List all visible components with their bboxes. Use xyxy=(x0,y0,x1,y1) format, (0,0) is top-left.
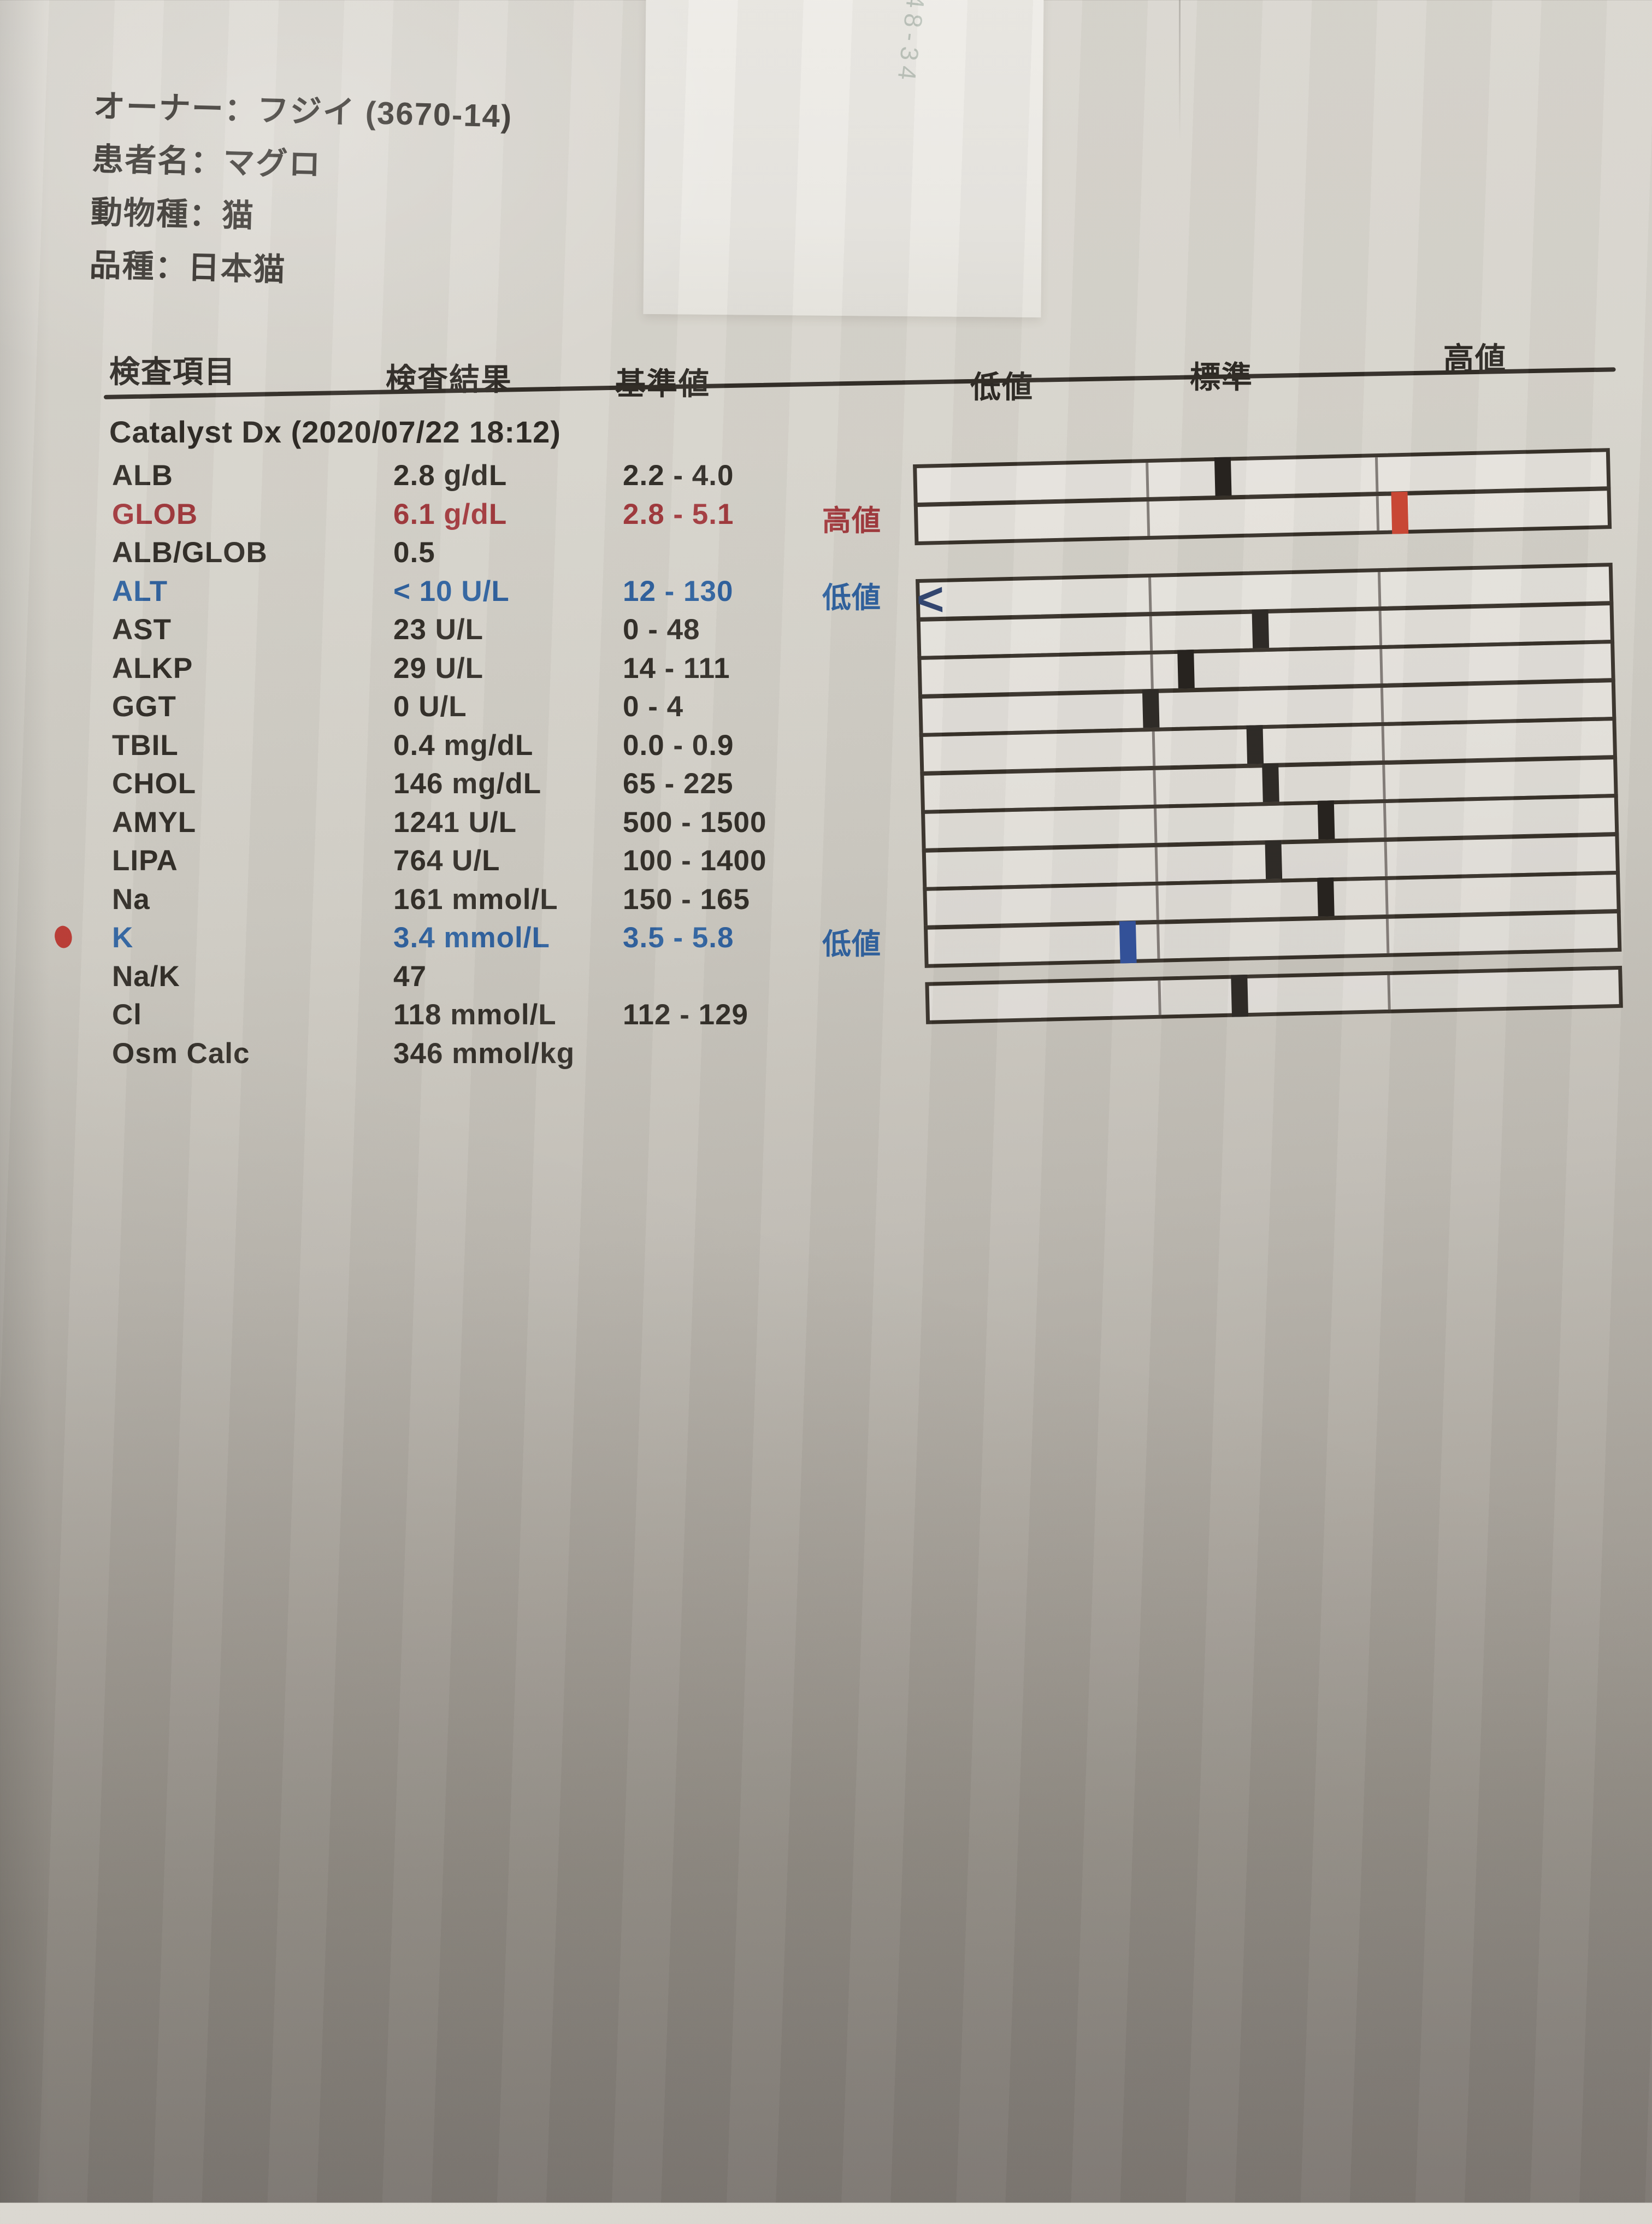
test-name: ALB/GLOB xyxy=(112,536,268,569)
reference-range: 2.8 - 5.1 xyxy=(623,498,734,530)
range-zone-divider xyxy=(1375,457,1379,492)
test-name: LIPA xyxy=(112,845,178,877)
test-name: AST xyxy=(112,613,172,646)
range-zone-divider xyxy=(1381,725,1385,761)
reference-range: 100 - 1400 xyxy=(623,845,767,877)
range-bar xyxy=(925,965,1623,1024)
range-zone-divider xyxy=(1385,880,1389,915)
test-result: 0.4 mg/dL xyxy=(393,729,534,762)
result-marker xyxy=(1317,800,1335,843)
result-marker xyxy=(1177,650,1195,692)
test-result: < 10 U/L xyxy=(393,575,510,607)
reference-range: 0 - 4 xyxy=(623,691,684,723)
range-zone-divider xyxy=(1382,764,1386,799)
test-result: 3.4 mmol/L xyxy=(393,922,550,954)
reference-range: 150 - 165 xyxy=(623,883,750,916)
range-zone-divider xyxy=(1378,572,1382,607)
reference-range: 3.5 - 5.8 xyxy=(623,922,734,954)
reference-range: 2.2 - 4.0 xyxy=(623,459,734,492)
range-zone-divider xyxy=(1376,495,1380,530)
range-zone-divider xyxy=(1149,616,1153,651)
range-zone-divider xyxy=(1155,885,1159,920)
reference-range: 500 - 1500 xyxy=(623,806,767,839)
range-zone-divider xyxy=(1158,980,1161,1015)
result-marker xyxy=(1119,921,1137,963)
range-zone-divider xyxy=(1387,975,1391,1010)
test-result: 1241 U/L xyxy=(393,806,517,839)
result-marker xyxy=(1317,877,1335,920)
result-marker xyxy=(1252,609,1270,652)
test-name: ALB xyxy=(112,459,173,492)
test-result: 2.8 g/dL xyxy=(393,459,508,492)
test-name: Na/K xyxy=(112,960,180,993)
test-name: K xyxy=(112,922,134,954)
test-result: 0 U/L xyxy=(393,691,467,723)
test-result: 23 U/L xyxy=(393,613,484,646)
result-marker xyxy=(1261,763,1279,806)
test-result: 0.5 xyxy=(393,536,435,569)
abnormal-flag: 低値 xyxy=(822,928,881,960)
test-name: ALT xyxy=(112,575,168,607)
column-header-low: 低値 xyxy=(970,370,1034,404)
range-zone-divider xyxy=(1153,770,1157,805)
test-result: 764 U/L xyxy=(393,845,500,877)
test-result: 346 mmol/kg xyxy=(393,1037,575,1070)
range-zone-divider xyxy=(1379,648,1383,684)
test-result: 6.1 g/dL xyxy=(393,498,508,530)
reference-range: 12 - 130 xyxy=(623,575,734,607)
test-name: CHOL xyxy=(112,768,197,800)
result-marker xyxy=(1142,689,1160,731)
test-name: GLOB xyxy=(112,498,198,530)
paper-crease-line xyxy=(1179,0,1181,141)
range-zone-divider xyxy=(1148,577,1152,612)
test-result: 146 mg/dL xyxy=(393,768,542,800)
range-zone-divider xyxy=(1383,803,1387,838)
range-zone-divider xyxy=(1380,687,1384,722)
column-header-test-item: 検査項目 xyxy=(109,355,236,389)
range-zone-divider xyxy=(1153,808,1158,843)
test-name: TBIL xyxy=(112,729,179,762)
abnormal-flag: 低値 xyxy=(822,581,881,614)
range-zone-divider xyxy=(1150,654,1154,689)
range-zone-divider xyxy=(1156,924,1160,959)
test-name: GGT xyxy=(112,691,176,723)
range-zone-divider xyxy=(1146,501,1150,536)
device-and-timestamp: Catalyst Dx (2020/07/22 18:12) xyxy=(109,415,561,449)
result-marker xyxy=(1265,840,1282,883)
result-marker xyxy=(1231,974,1249,1017)
reference-range: 112 - 129 xyxy=(623,999,749,1031)
range-zone-divider xyxy=(1154,847,1159,882)
test-name: AMYL xyxy=(112,806,197,839)
test-name: Osm Calc xyxy=(112,1037,250,1070)
test-result: 47 xyxy=(393,960,427,993)
test-name: Cl xyxy=(112,999,142,1031)
test-result: 118 mmol/L xyxy=(393,999,557,1031)
range-zone-divider xyxy=(1378,610,1383,645)
result-marker xyxy=(1246,725,1264,768)
test-result: 29 U/L xyxy=(393,652,484,685)
reference-range: 0 - 48 xyxy=(623,613,700,646)
range-zone-divider xyxy=(1386,918,1390,953)
test-name: ALKP xyxy=(112,652,193,685)
range-zone-divider xyxy=(1152,731,1156,766)
reference-range: 65 - 225 xyxy=(623,768,734,800)
reference-range: 0.0 - 0.9 xyxy=(623,729,734,762)
range-zone-divider xyxy=(1384,841,1388,876)
test-result: 161 mmol/L xyxy=(393,883,558,916)
reference-range: 14 - 111 xyxy=(623,652,730,685)
result-marker xyxy=(1391,491,1409,534)
result-marker xyxy=(1214,457,1232,500)
test-name: Na xyxy=(112,883,150,916)
abnormal-flag: 高値 xyxy=(822,504,881,537)
range-zone-divider xyxy=(1146,462,1149,498)
